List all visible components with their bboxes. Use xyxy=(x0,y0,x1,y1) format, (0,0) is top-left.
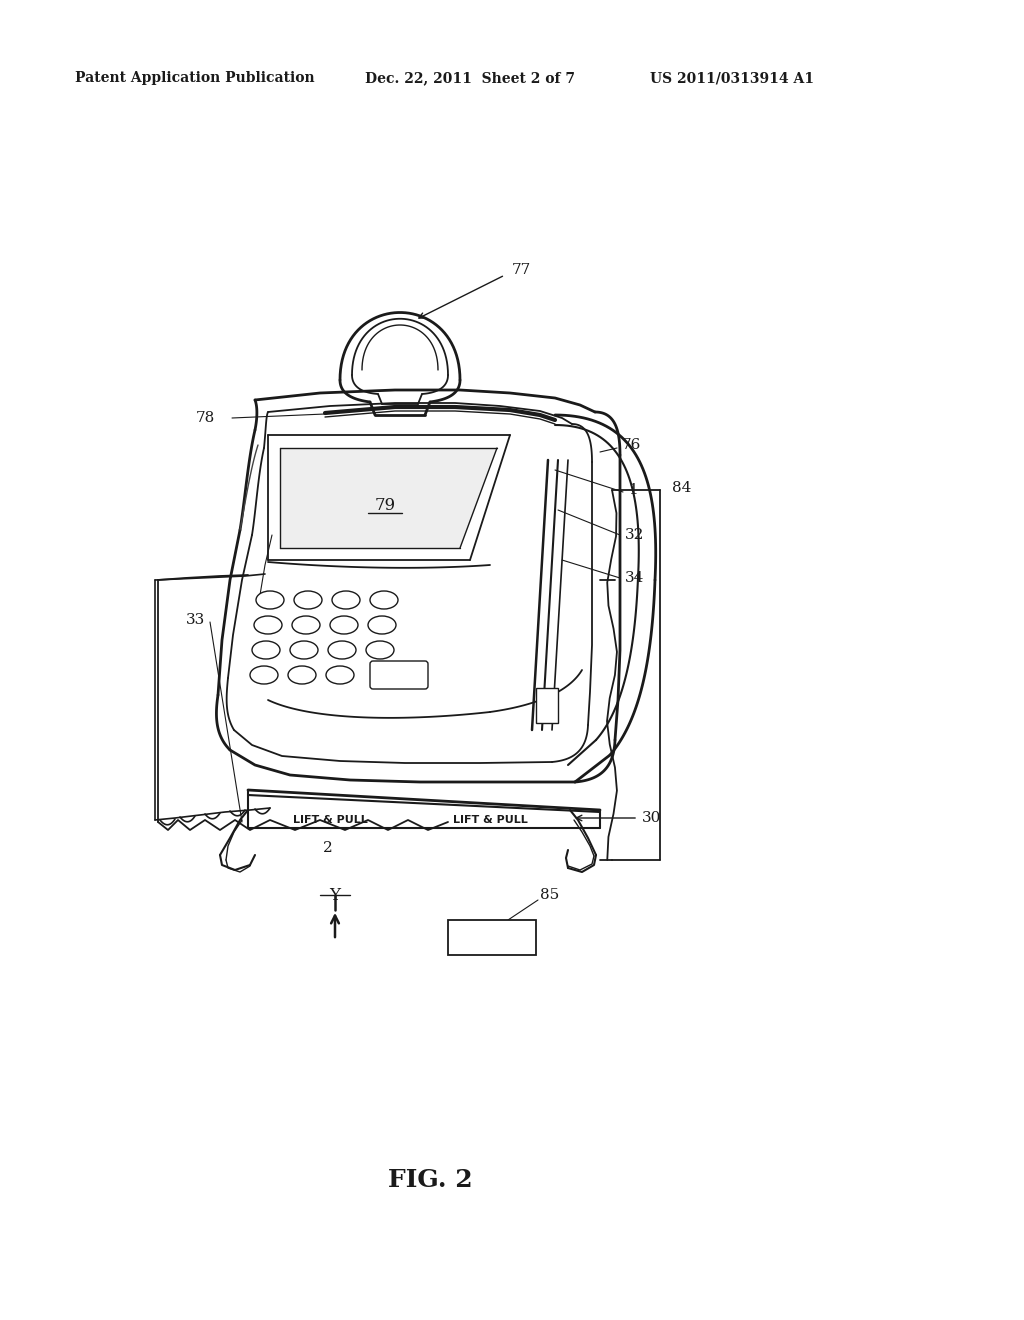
Ellipse shape xyxy=(366,642,394,659)
Text: 2: 2 xyxy=(324,841,333,855)
Ellipse shape xyxy=(328,642,356,659)
Text: 85: 85 xyxy=(540,888,559,902)
Ellipse shape xyxy=(254,616,282,634)
Ellipse shape xyxy=(252,642,280,659)
Ellipse shape xyxy=(292,616,319,634)
Text: 30: 30 xyxy=(642,810,662,825)
Ellipse shape xyxy=(294,591,322,609)
Text: LIFT & PULL: LIFT & PULL xyxy=(293,814,368,825)
Ellipse shape xyxy=(332,591,360,609)
Ellipse shape xyxy=(368,616,396,634)
Bar xyxy=(449,920,536,954)
Text: FIG. 2: FIG. 2 xyxy=(388,1168,472,1192)
Text: 79: 79 xyxy=(375,496,395,513)
Text: Patent Application Publication: Patent Application Publication xyxy=(75,71,314,84)
Ellipse shape xyxy=(326,667,354,684)
Ellipse shape xyxy=(330,616,358,634)
Text: Y: Y xyxy=(330,887,341,903)
Text: 77: 77 xyxy=(512,263,531,277)
Text: 34: 34 xyxy=(625,572,644,585)
Text: 32: 32 xyxy=(625,528,644,543)
FancyBboxPatch shape xyxy=(370,661,428,689)
Text: 76: 76 xyxy=(622,438,641,451)
Text: 33: 33 xyxy=(185,612,205,627)
Text: LIFT & PULL: LIFT & PULL xyxy=(453,814,527,825)
Text: 1: 1 xyxy=(628,483,638,498)
Text: 78: 78 xyxy=(196,411,215,425)
Text: Dec. 22, 2011  Sheet 2 of 7: Dec. 22, 2011 Sheet 2 of 7 xyxy=(365,71,575,84)
Text: US 2011/0313914 A1: US 2011/0313914 A1 xyxy=(650,71,814,84)
Polygon shape xyxy=(280,447,497,548)
Ellipse shape xyxy=(256,591,284,609)
Ellipse shape xyxy=(250,667,278,684)
Ellipse shape xyxy=(290,642,318,659)
Ellipse shape xyxy=(370,591,398,609)
Ellipse shape xyxy=(288,667,316,684)
Text: 84: 84 xyxy=(672,480,691,495)
Bar xyxy=(536,688,558,723)
